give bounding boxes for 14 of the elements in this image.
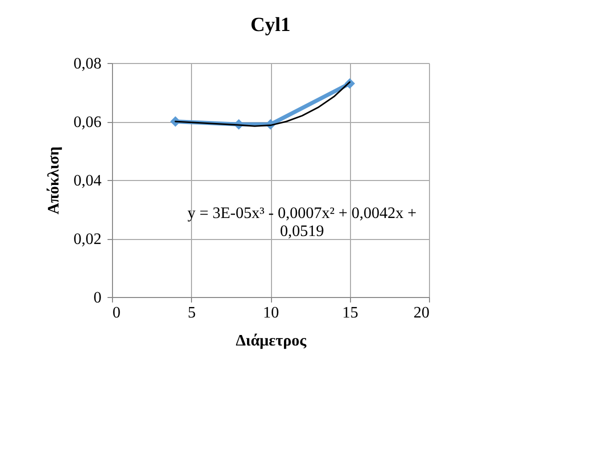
annotation: y = 3E-05x³ - 0,0007x² + 0,0042x + 0,0519 [187,205,417,240]
x-tick-label: 5 [188,304,196,322]
chart-title: Cyl1 [250,14,290,36]
x-tick-label: 10 [263,304,279,322]
x-tick-label: 0 [112,304,120,322]
y-tick-label: 0 [94,290,102,306]
y-axis-title: Απόκλιση [46,146,62,214]
y-tick-label: 0,08 [74,56,102,72]
y-tick-label: 0,02 [74,231,102,248]
x-axis-title: Διάμετρος [236,332,307,350]
x-tick-label: 20 [414,304,430,322]
y-tick-label: 0,04 [74,172,102,190]
x-tick-label: 15 [342,304,358,322]
y-tick-label: 0,06 [74,114,102,131]
